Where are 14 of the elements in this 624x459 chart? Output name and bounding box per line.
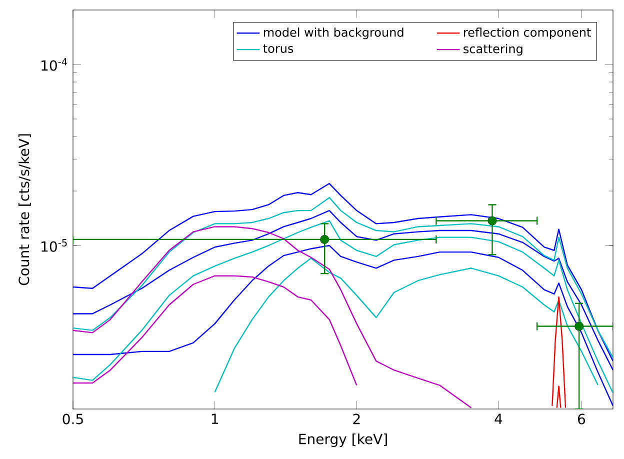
x-axis-title: Energy [keV]: [299, 433, 387, 447]
y-axis-title: Count rate [cts/s/keV]: [18, 134, 31, 286]
legend-label: model with background: [264, 28, 404, 40]
legend-label: torus: [263, 44, 294, 53]
line-series: [552, 296, 566, 408]
x-tick-label: 1: [212, 414, 218, 424]
x-tick-label: 6: [578, 414, 586, 424]
y-tick-label: 10$^{-5}$: [42, 239, 67, 252]
legend-label: scattering: [464, 44, 522, 56]
legend-label: reflection component: [464, 28, 591, 40]
x-tick-label: 2: [353, 414, 360, 424]
y-tick-label: 10$^{-4}$: [42, 58, 68, 71]
x-tick-label: 4: [494, 414, 502, 424]
x-tick-label: 0.5: [62, 414, 83, 424]
